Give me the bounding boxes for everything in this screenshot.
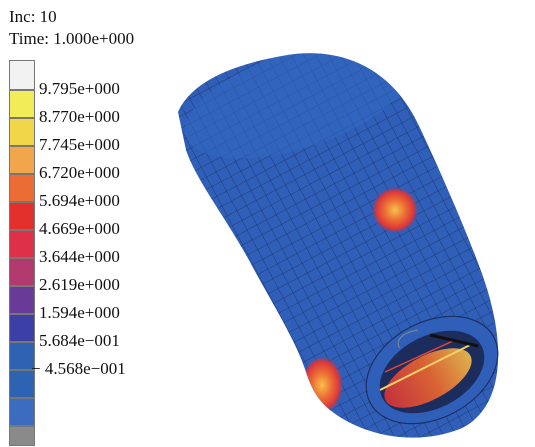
legend-swatch-3	[9, 118, 35, 146]
increment-label: Inc: 10	[9, 7, 57, 26]
legend-swatch-10	[9, 314, 35, 342]
legend-label-7: 3.644e+000	[39, 247, 120, 266]
legend-swatch-4	[9, 146, 35, 174]
stress-hotspot-upper	[371, 186, 419, 234]
legend-swatch-2	[9, 90, 35, 118]
legend-label-4: 6.720e+000	[39, 163, 120, 182]
legend-label-5: 5.694e+000	[39, 191, 120, 210]
fem-model-render	[178, 53, 499, 438]
legend-label-10: 5.684e−001	[39, 331, 120, 350]
color-legend: 9.795e+000 8.770e+000 7.745e+000 6.720e+…	[9, 60, 126, 446]
legend-swatch-9	[9, 286, 35, 314]
legend-swatch-6	[9, 202, 35, 230]
legend-label-11: − 4.568e−001	[31, 359, 126, 378]
legend-swatch-11	[9, 342, 35, 370]
stress-hotspot-lower	[300, 355, 344, 415]
legend-swatch-8	[9, 258, 35, 286]
legend-label-9: 1.594e+000	[39, 303, 120, 322]
legend-swatch-5	[9, 174, 35, 202]
legend-swatch-7	[9, 230, 35, 258]
time-label: Time: 1.000e+000	[9, 29, 135, 48]
legend-label-6: 4.669e+000	[39, 219, 120, 238]
legend-label-3: 7.745e+000	[39, 135, 120, 154]
legend-swatch-12	[9, 370, 35, 398]
legend-label-2: 8.770e+000	[39, 107, 120, 126]
legend-swatch-14	[9, 426, 35, 446]
legend-swatch-13	[9, 398, 35, 426]
legend-label-1: 9.795e+000	[39, 79, 120, 98]
legend-label-8: 2.619e+000	[39, 275, 120, 294]
legend-swatch-1	[9, 60, 35, 90]
